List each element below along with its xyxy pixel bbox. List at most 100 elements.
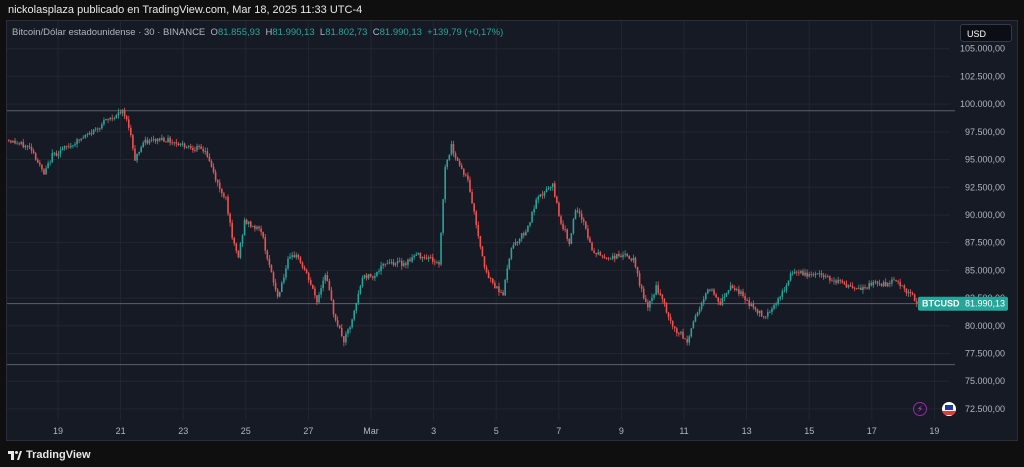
candle-body: [384, 263, 387, 265]
candle-body: [59, 150, 62, 154]
candle-body: [413, 255, 415, 258]
candle-body: [55, 152, 58, 156]
candle-body: [659, 293, 662, 295]
candle-body: [729, 285, 732, 291]
candle-body: [312, 284, 314, 289]
candle-body: [897, 281, 899, 283]
candle-body: [793, 271, 796, 274]
y-tick-label: 92.500,00: [965, 182, 1005, 192]
candle-body: [539, 194, 542, 197]
candle-body: [831, 280, 833, 282]
candle-body: [541, 194, 544, 196]
candle-body: [554, 183, 556, 197]
candle-body: [47, 163, 49, 169]
x-tick-label: 13: [742, 426, 752, 436]
y-tick-label: 97.500,00: [965, 127, 1005, 137]
candle-body: [206, 151, 209, 157]
candle-body: [502, 292, 504, 296]
candle-body: [198, 146, 200, 147]
candle-body: [76, 139, 78, 145]
candle-body: [649, 300, 651, 308]
candle-body: [318, 294, 320, 303]
attribution-bar: nickolasplaza publicado en TradingView.c…: [0, 0, 1024, 20]
candle-body: [591, 242, 593, 251]
y-tick-label: 90.000,00: [965, 210, 1005, 220]
footer-bar: TradingView: [0, 444, 1024, 467]
candle-body: [208, 156, 211, 162]
candle-body: [477, 225, 480, 237]
candle-body: [105, 119, 107, 121]
candle-body: [837, 279, 839, 283]
candle-body: [556, 196, 558, 203]
candle-body: [727, 290, 730, 294]
candle-body: [309, 280, 312, 285]
candle-body: [893, 279, 895, 281]
x-tick-label: 17: [867, 426, 877, 436]
candle-body: [419, 252, 422, 259]
candle-body: [276, 289, 279, 297]
candle-body: [270, 264, 273, 273]
y-tick-label: 77.500,00: [965, 349, 1005, 359]
candle-body: [221, 188, 223, 194]
candle-body: [878, 283, 881, 285]
candle-body: [132, 135, 134, 149]
candle-body: [802, 270, 804, 276]
flash-icon[interactable]: ⚡: [913, 402, 927, 416]
candle-body: [463, 168, 465, 175]
last-price-tag-bg: [918, 296, 1008, 311]
candle-body: [173, 142, 176, 144]
candle-body: [853, 287, 856, 289]
us-flag-event-icon[interactable]: [942, 402, 956, 416]
candle-body: [522, 233, 525, 236]
time-axis[interactable]: 19 21 23 25 27 Mar 3 5 7 9 11 13 15 17 19: [53, 426, 939, 436]
candle-body: [827, 276, 829, 278]
candle-body: [156, 138, 159, 142]
candle-body: [491, 278, 494, 283]
high-label: H: [265, 27, 273, 38]
candle-body: [636, 267, 639, 274]
candle-body: [70, 145, 72, 148]
price-axis[interactable]: 72.500,0075.000,0077.500,0080.000,0082.5…: [960, 44, 1005, 414]
candle-body: [558, 202, 560, 217]
candle-body: [349, 327, 351, 330]
candle-body: [733, 288, 736, 291]
candle-body: [96, 128, 99, 130]
currency-button[interactable]: USD: [960, 24, 1012, 42]
candle-body: [568, 238, 571, 244]
horizontal-lines: [7, 110, 955, 366]
candle-body: [429, 257, 432, 258]
candle-body: [630, 258, 633, 261]
candle-body: [696, 312, 699, 317]
candle-body: [281, 282, 283, 293]
candle-body: [798, 272, 800, 274]
candle-body: [585, 221, 587, 229]
candle-body: [405, 263, 407, 265]
candle-body: [779, 296, 782, 299]
candle-body: [158, 138, 161, 141]
x-tick-label: 5: [494, 426, 499, 436]
candle-body: [148, 140, 151, 144]
candle-body: [576, 210, 579, 212]
candle-body: [127, 119, 130, 128]
candle-body: [622, 254, 624, 258]
candle-body: [767, 312, 769, 317]
candle-body: [283, 277, 285, 283]
candle-body: [833, 280, 835, 282]
candle-body: [427, 257, 430, 259]
candle-body: [607, 258, 610, 260]
candle-body: [448, 154, 451, 160]
candle-body: [791, 273, 794, 275]
candle-body: [678, 333, 680, 335]
chart-pane[interactable]: [6, 20, 1018, 441]
candle-body: [14, 140, 16, 144]
candle-body: [212, 166, 215, 173]
candle-body: [175, 142, 178, 144]
candle-body: [256, 226, 258, 229]
candle-body: [725, 293, 728, 297]
candle-body: [376, 271, 378, 276]
price-chart[interactable]: 72.500,0075.000,0077.500,0080.000,0082.5…: [0, 0, 1024, 444]
candle-body: [781, 291, 784, 297]
candle-body: [667, 312, 670, 318]
candle-body: [626, 253, 628, 256]
candle-body: [411, 257, 413, 262]
